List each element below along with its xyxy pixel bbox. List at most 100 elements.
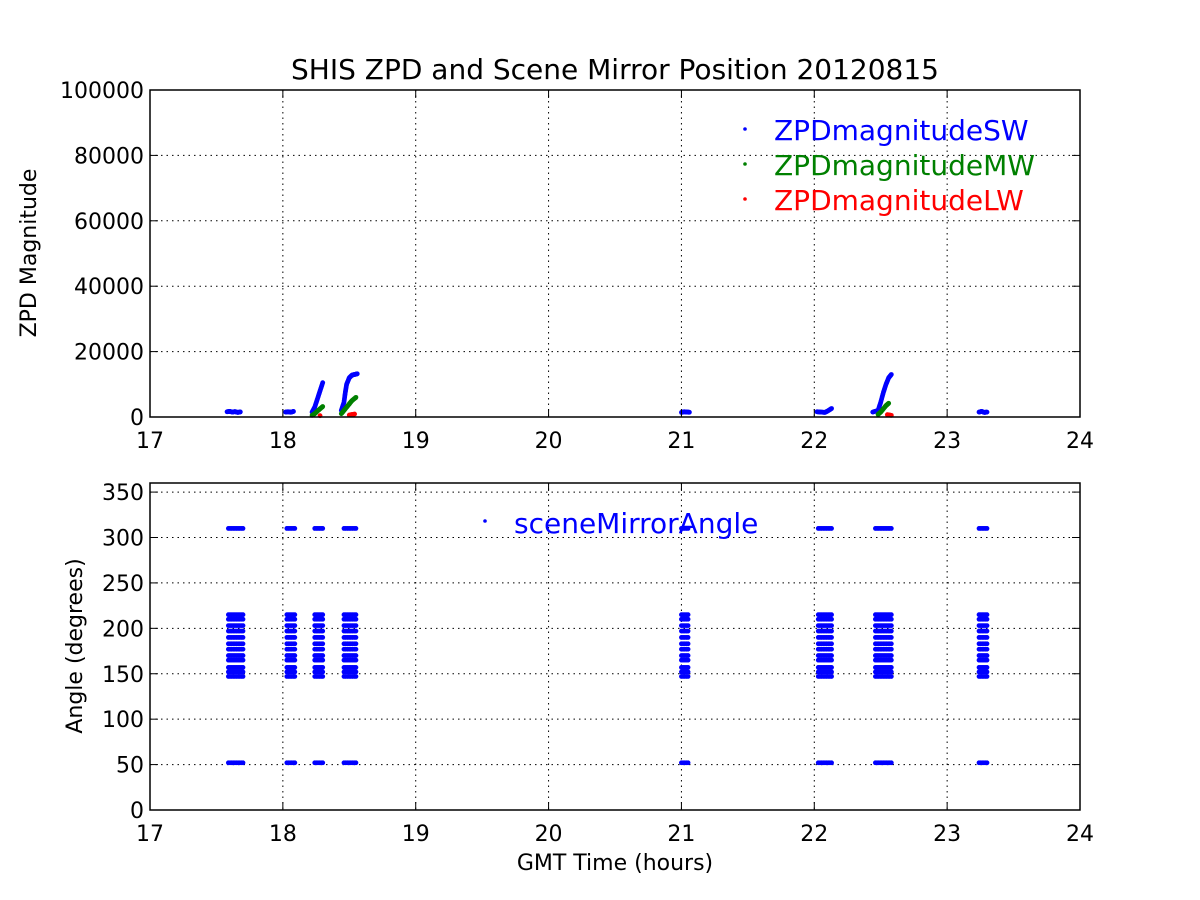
scene-mirror-point xyxy=(685,526,691,531)
scene-mirror-point xyxy=(984,628,990,634)
scene-mirror-point xyxy=(320,657,326,663)
zpd-y-tick-label: 100000 xyxy=(60,79,144,104)
scene-mirror-point xyxy=(353,646,359,652)
scene-mirror-point xyxy=(240,616,246,622)
zpd-point-mw xyxy=(353,394,359,400)
scene-mirror-point xyxy=(984,612,990,618)
angle-plot-frame xyxy=(149,482,1081,811)
scene-mirror-point xyxy=(353,641,359,647)
scene-mirror-point xyxy=(320,623,326,629)
scene-mirror-point xyxy=(320,616,326,622)
scene-mirror-point xyxy=(320,669,326,675)
angle-y-tick-label: 300 xyxy=(102,527,144,552)
legend-label-lw: ZPDmagnitudeLW xyxy=(774,184,1024,217)
scene-mirror-point xyxy=(829,657,834,663)
scene-mirror-point xyxy=(353,760,359,766)
scene-mirror-point xyxy=(292,628,298,634)
angle-x-axis-label: GMT Time (hours) xyxy=(517,851,713,876)
scene-mirror-point xyxy=(240,623,246,629)
scene-mirror-point xyxy=(320,646,326,652)
scene-mirror-point xyxy=(984,657,990,663)
scene-mirror-point xyxy=(320,641,326,647)
scene-mirror-point xyxy=(320,653,326,658)
scene-mirror-point xyxy=(292,674,298,679)
scene-mirror-point xyxy=(240,674,246,679)
scene-mirror-point xyxy=(685,616,691,622)
zpd-plot-frame xyxy=(149,89,1081,418)
scene-mirror-point xyxy=(685,628,691,634)
scene-mirror-point xyxy=(292,653,298,658)
angle-x-tick-label: 17 xyxy=(136,822,164,847)
zpd-point-sw xyxy=(320,380,326,386)
zpd-legend: ZPDmagnitudeSW ZPDmagnitudeMW ZPDmagnitu… xyxy=(743,114,1035,217)
zpd-y-tick-label: 20000 xyxy=(74,341,144,366)
scene-mirror-point xyxy=(888,612,894,618)
scene-mirror-point xyxy=(984,664,990,670)
scene-mirror-point xyxy=(984,669,990,675)
scene-mirror-point xyxy=(888,664,894,670)
scene-mirror-point xyxy=(353,623,359,629)
zpd-y-tick-label: 40000 xyxy=(74,275,144,300)
scene-mirror-point xyxy=(984,526,990,531)
scene-mirror-point xyxy=(829,612,834,618)
scene-mirror-point xyxy=(829,526,834,531)
scene-mirror-point xyxy=(353,669,359,675)
zpd-x-tick-label: 24 xyxy=(1066,429,1094,454)
scene-mirror-point xyxy=(829,616,834,622)
scene-mirror-point xyxy=(888,657,894,663)
zpd-point-sw xyxy=(829,406,834,411)
scene-mirror-point xyxy=(353,628,359,634)
scene-mirror-point xyxy=(984,646,990,652)
zpd-point-sw xyxy=(888,372,894,377)
angle-x-tick-label: 20 xyxy=(535,822,563,847)
scene-mirror-point xyxy=(353,657,359,663)
scene-mirror-point xyxy=(888,616,894,622)
zpd-y-tick-label: 80000 xyxy=(74,144,144,169)
zpd-point-mw xyxy=(886,400,892,406)
scene-mirror-point xyxy=(353,674,359,679)
scene-mirror-point xyxy=(888,669,894,675)
scene-mirror-point xyxy=(292,612,298,618)
scene-mirror-point xyxy=(320,635,326,640)
scene-mirror-point xyxy=(292,616,298,622)
angle-legend: sceneMirrorAngle xyxy=(483,507,758,540)
zpd-y-tick-label: 60000 xyxy=(74,210,144,235)
scene-mirror-point xyxy=(829,664,834,670)
scene-mirror-point xyxy=(685,669,691,675)
angle-y-tick-label: 250 xyxy=(102,572,144,597)
scene-mirror-point xyxy=(292,635,298,640)
scene-mirror-point xyxy=(685,641,691,647)
scene-mirror-point xyxy=(320,760,326,766)
scene-mirror-point xyxy=(320,674,326,679)
scene-mirror-point xyxy=(984,616,990,622)
scene-mirror-point xyxy=(353,526,359,531)
scene-mirror-point xyxy=(829,674,834,679)
angle-x-tick-label: 18 xyxy=(269,822,297,847)
scene-mirror-point xyxy=(829,760,834,766)
scene-mirror-point xyxy=(353,612,359,618)
scene-mirror-point xyxy=(984,760,990,766)
scene-mirror-point xyxy=(829,641,834,647)
scene-mirror-point xyxy=(685,664,691,670)
scene-mirror-point xyxy=(292,623,298,629)
scene-mirror-point xyxy=(829,653,834,658)
scene-mirror-point xyxy=(292,760,298,766)
scene-mirror-point xyxy=(353,653,359,658)
scene-mirror-point xyxy=(320,664,326,670)
scene-mirror-point xyxy=(240,646,246,652)
zpd-x-tick-label: 23 xyxy=(933,429,961,454)
zpd-x-tick-label: 17 xyxy=(136,429,164,454)
scene-mirror-point xyxy=(984,674,990,679)
angle-x-tick-label: 19 xyxy=(402,822,430,847)
zpd-y-axis-label: ZPD Magnitude xyxy=(17,169,42,338)
figure-title: SHIS ZPD and Scene Mirror Position 20120… xyxy=(291,53,939,86)
scene-mirror-point xyxy=(292,641,298,647)
scene-mirror-point xyxy=(829,669,834,675)
scene-mirror-plot: 17 18 19 20 21 22 23 24 0 50 100 150 200 250 300 350 An… xyxy=(63,481,1094,876)
zpd-x-tick-label: 22 xyxy=(800,429,828,454)
scene-mirror-point xyxy=(888,623,894,629)
zpd-x-tick-label: 20 xyxy=(535,429,563,454)
scene-mirror-point xyxy=(685,623,691,629)
scene-mirror-point xyxy=(685,646,691,652)
zpd-point-sw xyxy=(354,371,360,377)
